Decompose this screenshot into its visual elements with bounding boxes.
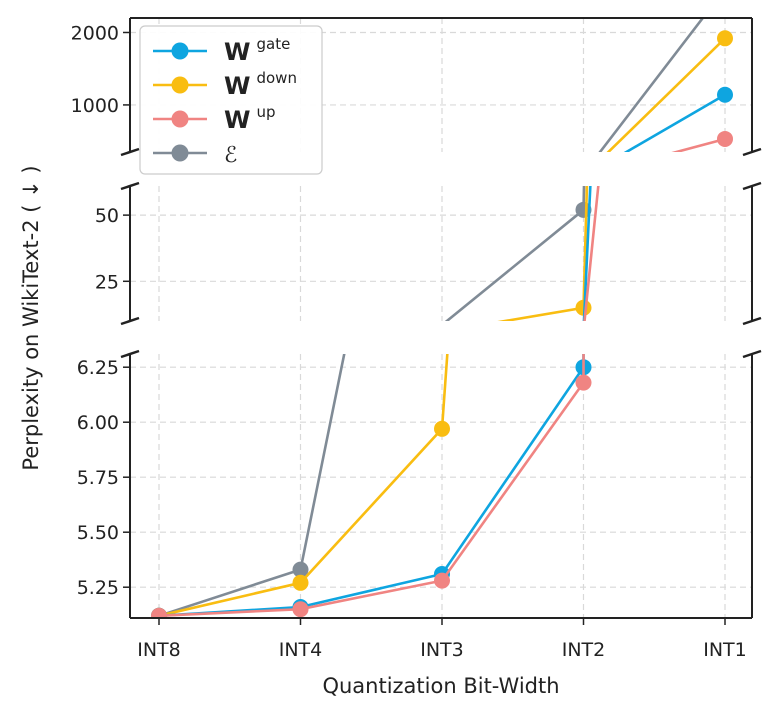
x-axis-label: Quantization Bit-Width [322, 674, 559, 698]
y-tick-label: 5.25 [77, 577, 119, 599]
panel-top-series [598, 18, 733, 152]
data-point [292, 561, 309, 578]
panel-middle-series [444, 186, 600, 321]
data-point [575, 374, 592, 391]
legend-marker [171, 110, 189, 128]
legend-marker [171, 42, 189, 60]
tick-layer: 1000 2000 25 50 5.25 5.50 5.75 6.00 6.25 INT8 INT4… [71, 22, 747, 661]
legend-marker [171, 76, 189, 94]
x-tick-label: INT4 [279, 639, 323, 661]
data-point [292, 574, 309, 591]
data-point [151, 607, 167, 618]
axis-break-mark [120, 147, 140, 157]
y-tick-label: 5.50 [77, 522, 119, 544]
series-line [606, 37, 726, 152]
x-tick-label: INT2 [562, 639, 606, 661]
series-line [158, 354, 346, 618]
y-tick-label: 50 [95, 205, 119, 227]
y-axis-label: Perplexity on WikiText-2 ( ↓ ) [19, 165, 43, 470]
y-tick-label: 6.00 [77, 412, 119, 434]
y-tick-label: 6.25 [77, 357, 119, 379]
series-layer [151, 18, 733, 618]
axis-break-mark [742, 181, 762, 191]
series-line [598, 18, 705, 152]
panel-bottom-series [151, 354, 592, 618]
y-tick-label: 25 [95, 271, 119, 293]
data-point [717, 86, 733, 103]
legend-marker [171, 144, 189, 162]
axis-break-mark [120, 349, 140, 359]
axis-break-mark [742, 349, 762, 359]
axis-break-mark [120, 181, 140, 191]
data-point [292, 601, 309, 618]
data-point [717, 130, 733, 147]
legend-box [139, 25, 323, 175]
axis-break-mark [742, 147, 762, 157]
legend-label: ℰ [224, 143, 237, 168]
series-line [623, 93, 726, 152]
axis-break-mark [742, 316, 762, 326]
y-tick-label: 5.75 [77, 467, 119, 489]
data-point [434, 572, 450, 589]
x-tick-label: INT1 [703, 639, 747, 661]
x-tick-label: INT8 [137, 639, 181, 661]
data-point [434, 420, 450, 437]
x-tick-label: INT3 [420, 639, 464, 661]
y-tick-label: 2000 [71, 22, 119, 44]
axis-break-mark [120, 316, 140, 326]
data-point [717, 30, 733, 47]
y-tick-label: 1000 [71, 95, 119, 117]
frame-layer [120, 17, 762, 619]
